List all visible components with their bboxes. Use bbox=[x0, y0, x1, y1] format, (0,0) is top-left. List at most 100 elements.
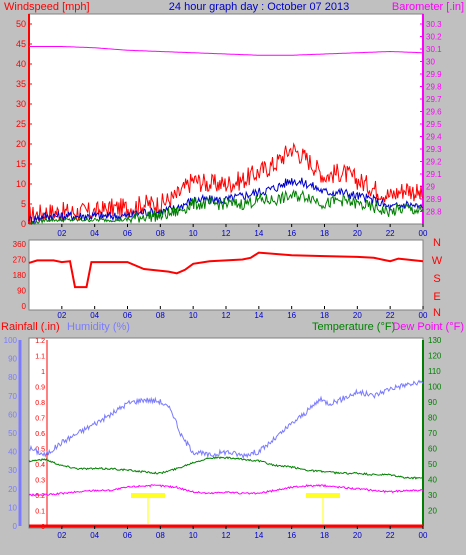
x-tick-label-climate: 14 bbox=[254, 531, 263, 540]
barometer-axis-tick-label: 29.3 bbox=[426, 145, 442, 154]
humidity-axis-tick-label: 70 bbox=[8, 392, 17, 401]
series-wind-speed bbox=[28, 188, 424, 225]
x-tick-label-climate: 16 bbox=[287, 531, 296, 540]
rain-axis-tick-label: 1.1 bbox=[35, 354, 45, 361]
x-tick-label-climate: 10 bbox=[189, 531, 198, 540]
barometer-axis-tick-label: 29.5 bbox=[426, 120, 442, 129]
x-tick-label-direction: 16 bbox=[287, 311, 296, 320]
barometer-axis-tick-label: 29.7 bbox=[426, 95, 442, 104]
compass-label: E bbox=[433, 291, 440, 303]
barometer-axis-tick-label: 30.1 bbox=[426, 45, 442, 54]
x-tick-label-climate: 22 bbox=[386, 531, 395, 540]
x-tick-label-wind: 22 bbox=[386, 229, 395, 238]
wind-axis-tick-label: 5 bbox=[21, 199, 26, 209]
x-tick-label-direction: 18 bbox=[320, 311, 329, 320]
barometer-axis-tick-label: 30 bbox=[426, 58, 435, 67]
x-tick-label-climate: 12 bbox=[222, 531, 231, 540]
direction-axis-tick-label: 270 bbox=[13, 256, 27, 265]
wind-axis-tick-label: 10 bbox=[16, 179, 26, 189]
x-tick-label-direction: 20 bbox=[353, 311, 362, 320]
direction-axis-tick-label: 0 bbox=[22, 302, 27, 311]
wind-axis-tick-label: 30 bbox=[16, 99, 26, 109]
direction-axis-tick-label: 180 bbox=[13, 271, 27, 280]
wind-axis-tick-label: 20 bbox=[16, 139, 26, 149]
x-tick-label-wind: 04 bbox=[90, 229, 99, 238]
humidity-axis-tick-label: 10 bbox=[8, 503, 17, 512]
barometer-axis-tick-label: 30.2 bbox=[426, 33, 442, 42]
x-tick-label-wind: 18 bbox=[320, 229, 329, 238]
barometer-axis-tick-label: 29.8 bbox=[426, 83, 442, 92]
x-tick-label-direction: 22 bbox=[386, 311, 395, 320]
chart-marks: 0510152025303540455028.828.92929.129.229… bbox=[4, 14, 443, 540]
humidity-axis-title: Humidity (%) bbox=[67, 321, 130, 333]
series-humidity bbox=[28, 379, 424, 460]
x-tick-label-climate: 02 bbox=[57, 531, 66, 540]
compass-label: W bbox=[432, 255, 443, 267]
rain-axis-tick-label: 0.2 bbox=[35, 493, 45, 500]
x-tick-label-climate: 08 bbox=[156, 531, 165, 540]
rain-axis-tick-label: 0.1 bbox=[35, 509, 45, 516]
climate-panel bbox=[28, 337, 424, 529]
compass-label: N bbox=[433, 307, 441, 319]
humidity-axis-tick-label: 50 bbox=[8, 429, 17, 438]
rain-axis-tick-label: 0.7 bbox=[35, 416, 45, 423]
wind-axis-tick-label: 40 bbox=[16, 59, 26, 69]
temperature-axis-tick-label: 90 bbox=[428, 398, 437, 407]
series-wind-gust bbox=[28, 142, 424, 225]
x-tick-label-wind: 00 bbox=[419, 229, 428, 238]
humidity-axis-tick-label: 60 bbox=[8, 410, 17, 419]
temperature-axis-tick-label: 100 bbox=[428, 383, 442, 392]
humidity-axis-tick-label: 100 bbox=[4, 336, 18, 345]
x-tick-label-direction: 00 bbox=[419, 311, 428, 320]
rain-axis-tick-label: 1 bbox=[41, 369, 45, 376]
temperature-axis-tick-label: 20 bbox=[428, 507, 437, 516]
x-tick-label-wind: 12 bbox=[222, 229, 231, 238]
temperature-axis-tick-label: 30 bbox=[428, 491, 437, 500]
rain-axis-tick-label: 0.3 bbox=[35, 478, 45, 485]
wind-axis-tick-label: 50 bbox=[16, 19, 26, 29]
x-tick-label-direction: 04 bbox=[90, 311, 99, 320]
x-tick-label-direction: 14 bbox=[254, 311, 263, 320]
x-tick-label-climate: 20 bbox=[353, 531, 362, 540]
x-tick-label-climate: 04 bbox=[90, 531, 99, 540]
rain-axis-tick-label: 0.4 bbox=[35, 462, 45, 469]
rain-axis-tick-label: 0.8 bbox=[35, 400, 45, 407]
series-temperature bbox=[28, 456, 424, 480]
x-tick-label-climate: 00 bbox=[419, 531, 428, 540]
daylight-marker bbox=[306, 493, 340, 498]
wind-left-axis-title: Windspeed [mph] bbox=[4, 1, 90, 13]
direction-panel bbox=[28, 239, 424, 311]
wind-axis-tick-label: 35 bbox=[16, 79, 26, 89]
humidity-axis-tick-label: 40 bbox=[8, 448, 17, 457]
humidity-axis-tick-label: 30 bbox=[8, 466, 17, 475]
temperature-axis-tick-label: 80 bbox=[428, 414, 437, 423]
barometer-axis-tick-label: 29.1 bbox=[426, 170, 442, 179]
series-wind-average bbox=[28, 177, 424, 226]
barometer-axis-tick-label: 30.3 bbox=[426, 20, 442, 29]
x-tick-label-wind: 06 bbox=[123, 229, 132, 238]
x-tick-label-direction: 06 bbox=[123, 311, 132, 320]
temperature-axis-tick-label: 60 bbox=[428, 445, 437, 454]
temperature-axis-tick-label: 40 bbox=[428, 476, 437, 485]
wind-axis-tick-label: 25 bbox=[16, 119, 26, 129]
x-tick-label-climate: 06 bbox=[123, 531, 132, 540]
wind-axis-tick-label: 45 bbox=[16, 39, 26, 49]
temperature-axis-tick-label: 130 bbox=[428, 336, 442, 345]
rain-axis-tick-label: 0.9 bbox=[35, 385, 45, 392]
x-tick-label-wind: 10 bbox=[189, 229, 198, 238]
rain-axis-tick-label: 0.6 bbox=[35, 431, 45, 438]
barometer-axis-tick-label: 29 bbox=[426, 183, 435, 192]
x-tick-label-direction: 02 bbox=[57, 311, 66, 320]
barometer-axis-tick-label: 29.4 bbox=[426, 133, 442, 142]
series-barometer bbox=[29, 46, 424, 56]
x-tick-label-wind: 20 bbox=[353, 229, 362, 238]
wind-axis-tick-label: 0 bbox=[21, 219, 26, 229]
x-tick-label-direction: 10 bbox=[189, 311, 198, 320]
x-tick-label-wind: 16 bbox=[287, 229, 296, 238]
wind-axis-tick-label: 15 bbox=[16, 159, 26, 169]
barometer-axis-tick-label: 28.9 bbox=[426, 195, 442, 204]
x-tick-label-direction: 08 bbox=[156, 311, 165, 320]
temperature-axis-tick-label: 110 bbox=[428, 367, 441, 376]
